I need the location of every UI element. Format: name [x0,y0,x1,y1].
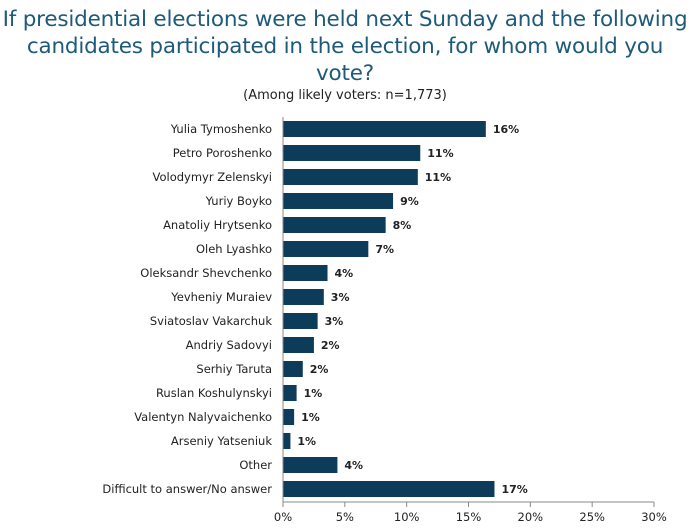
category-label: Serhiy Taruta [196,362,272,376]
data-label: 7% [375,243,394,256]
bar [283,433,291,449]
category-label: Andriy Sadovyi [186,338,272,352]
category-label: Ruslan Koshulynskyi [156,386,272,400]
category-label: Anatoliy Hrytsenko [163,218,272,232]
data-label: 1% [304,387,323,400]
data-label: 1% [301,411,320,424]
category-label: Petro Poroshenko [173,146,272,160]
x-tick-label: 20% [518,510,544,524]
bar [283,193,394,209]
data-label: 2% [310,363,329,376]
data-label: 4% [344,459,363,472]
data-label: 8% [393,219,412,232]
data-label: 17% [501,483,527,496]
category-label: Volodymyr Zelenskyi [153,170,273,184]
chart-title: If presidential elections were held next… [0,6,690,87]
x-tick-label: 25% [579,510,605,524]
bar [283,409,295,425]
data-label: 16% [493,123,519,136]
x-tick-label: 10% [394,510,420,524]
x-tick-label: 0% [274,510,292,524]
x-tick-label: 15% [456,510,482,524]
data-label: 3% [325,315,344,328]
bar [283,481,495,497]
bar [283,385,297,401]
bar [283,265,328,281]
category-label: Yuriy Boyko [205,194,272,208]
bar [283,241,369,257]
data-label: 1% [297,435,316,448]
bar [283,169,418,185]
x-tick-label: 5% [336,510,354,524]
bar [283,121,486,137]
chart-title-line-1: If presidential elections were held next… [2,7,688,32]
bar [283,337,314,353]
bar [283,289,324,305]
x-tick-label: 30% [641,510,667,524]
category-label: Valentyn Nalyvaichenko [134,410,272,424]
category-label: Sviatoslav Vakarchuk [150,314,272,328]
chart-subtitle: (Among likely voters: n=1,773) [243,88,447,103]
chart-title-line-2: candidates participated in the election,… [26,34,664,86]
bar [283,313,318,329]
bar [283,217,386,233]
data-label: 9% [400,195,419,208]
category-label: Difficult to answer/No answer [102,482,272,496]
category-label: Oleh Lyashko [196,242,272,256]
bar [283,145,421,161]
data-label: 11% [425,171,451,184]
data-label: 11% [427,147,453,160]
data-label: 2% [321,339,340,352]
bar [283,361,303,377]
category-label: Other [239,458,272,472]
category-label: Arseniy Yatseniuk [171,434,272,448]
data-label: 3% [331,291,350,304]
data-label: 4% [335,267,354,280]
category-label: Yulia Tymoshenko [170,122,272,136]
bar [283,457,338,473]
category-label: Yevheniy Muraiev [170,290,272,304]
category-label: Oleksandr Shevchenko [140,266,272,280]
